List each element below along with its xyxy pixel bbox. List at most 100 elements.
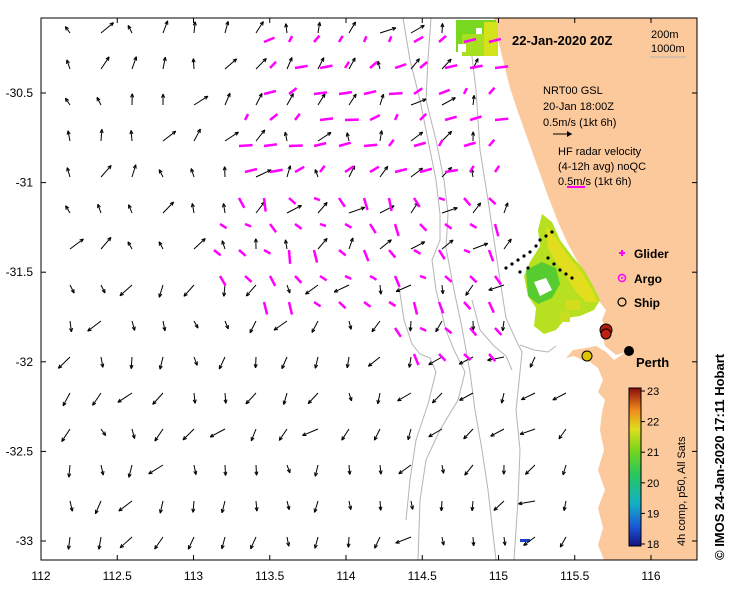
- model-arrow: [158, 284, 164, 298]
- hf-arrow: [318, 165, 326, 173]
- model-arrowhead: [284, 23, 289, 28]
- hf-legend: HF radar velocity (4-12h avg) noQC 0.5m/…: [558, 146, 646, 188]
- hf-arrow: [444, 222, 453, 230]
- symbol-legend: Glider Argo Ship: [617, 247, 669, 310]
- model-arrowhead: [410, 505, 414, 510]
- hf-arrow: [412, 353, 420, 366]
- model-arrow: [458, 356, 474, 365]
- model-arrowhead: [408, 327, 413, 332]
- model-arrowhead: [422, 98, 427, 103]
- hf-arrow: [362, 35, 368, 43]
- hf-arrow: [312, 249, 319, 263]
- y-tick-label: -31.5: [6, 265, 34, 279]
- model-arrow: [193, 464, 197, 475]
- model-arrowhead: [223, 471, 228, 476]
- model-arrowhead: [314, 472, 319, 477]
- hf-arrow: [419, 167, 433, 174]
- depth-contours: [397, 18, 557, 560]
- model-arrow: [465, 284, 474, 296]
- hf-arrow: [469, 222, 478, 229]
- model-arrow: [314, 356, 319, 369]
- model-arrow: [286, 500, 290, 510]
- model-arrow: [130, 130, 133, 142]
- model-arrow: [100, 356, 104, 368]
- model-arrowhead: [273, 326, 279, 331]
- hf-arrow: [262, 301, 269, 315]
- hf-arrow: [244, 222, 252, 228]
- model-arrowhead: [225, 21, 230, 26]
- model-arrowhead: [307, 399, 313, 405]
- model-arrow: [410, 500, 414, 510]
- model-arrowhead: [61, 437, 66, 442]
- model-arrow: [92, 392, 102, 406]
- model-arrow: [162, 20, 169, 34]
- model-arrowhead: [250, 544, 254, 550]
- model-arrow: [192, 58, 195, 70]
- gsl-legend: NRT00 GSL 20-Jan 18:00Z 0.5m/s (1kt 6h): [543, 85, 616, 137]
- hf-arrow: [319, 64, 333, 70]
- model-arrow: [66, 59, 71, 70]
- model-arrowhead: [333, 288, 339, 293]
- colorbar-label: 4h comp, p50, All Sats: [676, 436, 688, 546]
- hf-arrow: [287, 35, 294, 43]
- model-arrowhead: [222, 292, 227, 297]
- x-tick-label: 114: [336, 569, 355, 583]
- model-arrow: [224, 21, 229, 34]
- model-arrow: [118, 500, 133, 512]
- model-arrowhead: [341, 436, 346, 441]
- model-arrowhead: [190, 203, 195, 208]
- model-arrow: [472, 202, 482, 214]
- model-arrow: [348, 392, 353, 402]
- hf-arrow: [344, 165, 355, 174]
- model-arrow: [379, 166, 389, 178]
- hf-arrow: [463, 353, 472, 361]
- model-arrow: [409, 320, 412, 332]
- hf-arrow: [444, 275, 453, 283]
- ship-label: Ship: [634, 296, 660, 310]
- model-arrowhead: [490, 432, 495, 437]
- model-arrow: [193, 95, 209, 106]
- model-arrow: [154, 428, 164, 442]
- model-arrowhead: [131, 434, 136, 439]
- model-arrowhead: [261, 129, 266, 134]
- model-arrowhead: [190, 168, 195, 173]
- hf-arrow: [419, 274, 427, 280]
- model-arrow: [503, 536, 506, 546]
- colorbar-tick-label: 18: [647, 539, 659, 551]
- model-arrowhead: [222, 166, 227, 171]
- model-arrowhead: [352, 93, 357, 99]
- model-arrowhead: [196, 128, 201, 134]
- hf-arrow: [393, 275, 401, 288]
- model-arrowhead: [87, 327, 92, 332]
- model-arrow: [521, 392, 536, 401]
- model-arrow: [463, 428, 474, 440]
- hf-arrow: [413, 87, 423, 96]
- hf-arrow: [338, 301, 347, 310]
- hf-arrow: [344, 274, 352, 281]
- hf-arrow: [244, 167, 258, 174]
- hf-legend-line-3: 0.5m/s (1kt 6h): [558, 176, 631, 188]
- model-arrowhead: [107, 164, 112, 170]
- model-arrowhead: [66, 130, 71, 135]
- model-arrowhead: [439, 506, 444, 512]
- model-arrow: [493, 500, 505, 511]
- hf-arrow: [469, 327, 478, 337]
- model-arrowhead: [459, 396, 464, 401]
- model-arrow: [302, 428, 319, 436]
- hf-arrow: [388, 300, 397, 308]
- hf-arrow: [363, 143, 378, 148]
- model-arrowhead: [191, 58, 196, 63]
- model-arrow: [348, 93, 357, 106]
- model-arrow: [191, 203, 195, 214]
- sst-north-patch: [456, 20, 498, 56]
- model-arrowhead: [518, 501, 523, 506]
- model-arrowhead: [558, 434, 563, 440]
- model-arrow: [100, 284, 106, 294]
- x-tick-label: 112: [31, 569, 50, 583]
- model-arrow: [348, 206, 365, 214]
- model-arrow: [410, 131, 424, 142]
- model-arrow: [311, 320, 319, 333]
- hf-arrow: [413, 35, 424, 44]
- model-arrow: [398, 464, 412, 475]
